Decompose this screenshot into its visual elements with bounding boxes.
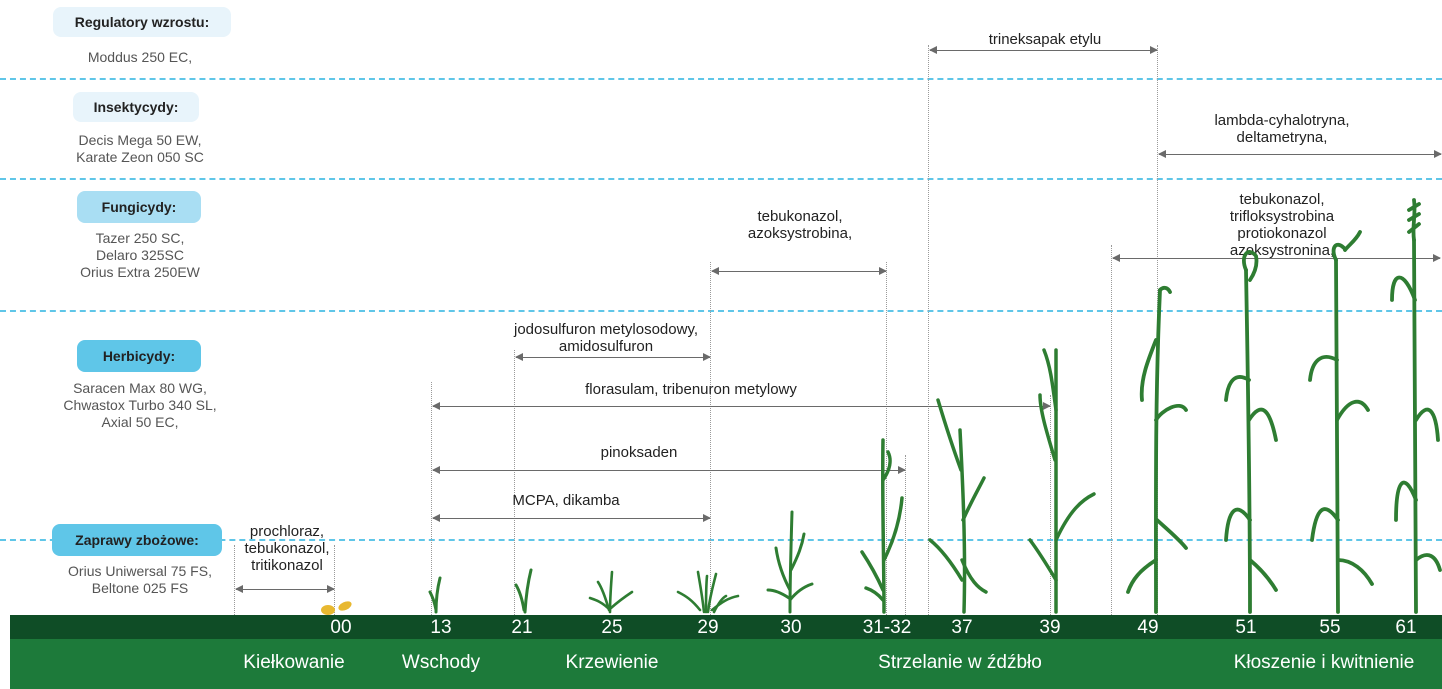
arrow-fung-early: [711, 267, 887, 275]
stage-marker-49a: [1111, 245, 1112, 615]
phase-bar: [10, 639, 1442, 689]
wheat-growth-illustration: [321, 198, 1442, 615]
stage-code-39: 39: [1039, 617, 1061, 638]
stage-code-21: 21: [511, 617, 533, 638]
phase-kielkowanie: Kiełkowanie: [243, 652, 345, 673]
badge-growth-regulators-label: Regulatory wzrostu:: [74, 14, 210, 30]
plant-51-icon: [1224, 250, 1278, 614]
stage-code-bar: [10, 615, 1442, 639]
label-fung-early: tebukonazol, azoksystrobina,: [747, 208, 853, 242]
badge-insecticides: Insektycydy:: [73, 92, 199, 122]
stage-marker-3132-b: [905, 455, 906, 615]
stage-code-13: 13: [430, 617, 452, 638]
stage-code-30: 30: [780, 617, 802, 638]
seedling-13-icon: [428, 576, 442, 614]
products-fungicides: Tazer 250 SC, Delaro 325SC Orius Extra 2…: [80, 230, 200, 280]
stage-marker-13: [431, 382, 432, 615]
phase-kloszenie: Kłoszenie i kwitnienie: [1233, 652, 1415, 673]
stage-code-49: 49: [1137, 617, 1159, 638]
badge-herbicides: Herbicydy:: [77, 340, 201, 372]
separator-fungicides: [0, 310, 1442, 312]
label-lambda: lambda-cyhalotryna, deltametryna,: [1214, 112, 1350, 146]
arrow-pinoksaden: [432, 466, 906, 474]
stage-code-51: 51: [1235, 617, 1257, 638]
badge-growth-regulators: Regulatory wzrostu:: [53, 7, 231, 37]
stage-code-37: 37: [951, 617, 973, 638]
plant-37-icon: [928, 398, 988, 614]
phase-krzewienie: Krzewienie: [565, 652, 659, 673]
arrow-trineksapak: [929, 46, 1158, 54]
label-prochloraz: prochloraz, tebukonazol, tritikonazol: [244, 523, 330, 574]
stage-code-00: 00: [330, 617, 352, 638]
arrow-prochloraz: [235, 585, 335, 593]
arrow-jodo: [515, 353, 711, 361]
stage-marker-21: [514, 350, 515, 615]
badge-seed-treatments: Zaprawy zbożowe:: [52, 524, 222, 556]
plant-3132-icon: [860, 438, 904, 614]
label-mcpa: MCPA, dikamba: [512, 492, 620, 509]
plant-55-icon: [1308, 230, 1374, 614]
stage-code-55: 55: [1319, 617, 1341, 638]
plant-39-icon: [1028, 348, 1096, 614]
stage-code-3132: 31-32: [862, 617, 912, 638]
seed-00-icon: [321, 601, 352, 615]
stage-code-29: 29: [697, 617, 719, 638]
label-florasulam: florasulam, tribenuron metylowy: [585, 381, 797, 398]
stage-marker-0: [234, 545, 235, 615]
products-seed-treatments: Orius Uniwersal 75 FS, Beltone 025 FS: [68, 563, 212, 596]
badge-herbicides-label: Herbicydy:: [102, 348, 176, 364]
seedling-21-icon: [514, 568, 533, 614]
label-jodo: jodosulfuron metylosodowy, amidosulfuron: [514, 321, 698, 355]
phase-wschody: Wschody: [401, 652, 481, 673]
phase-strzelanie: Strzelanie w źdźbło: [878, 652, 1042, 673]
products-herbicides: Saracen Max 80 WG, Chwastox Turbo 340 SL…: [63, 380, 217, 430]
stage-marker-00: [334, 545, 335, 615]
badge-fungicides-label: Fungicydy:: [101, 199, 177, 215]
plant-61-icon: [1390, 198, 1442, 614]
products-insecticides: Decis Mega 50 EW, Karate Zeon 050 SC: [76, 132, 204, 165]
badge-fungicides: Fungicydy:: [77, 191, 201, 223]
plant-30-icon: [766, 510, 814, 614]
separator-regulators: [0, 78, 1442, 80]
separator-insecticides: [0, 178, 1442, 180]
stage-marker-39: [1050, 395, 1051, 615]
tillering-29-icon: [676, 570, 740, 614]
stage-marker-37: [928, 45, 929, 615]
arrow-mcpa: [432, 514, 711, 522]
stage-code-61: 61: [1395, 617, 1417, 638]
stage-code-25: 25: [601, 617, 623, 638]
products-growth-regulators: Moddus 250 EC,: [87, 49, 193, 65]
plant-49-icon: [1126, 285, 1188, 614]
label-pinoksaden: pinoksaden: [600, 444, 678, 461]
arrow-lambda: [1158, 150, 1442, 158]
label-trineksapak: trineksapak etylu: [988, 31, 1102, 48]
badge-seed-treatments-label: Zaprawy zbożowe:: [75, 532, 199, 548]
badge-insecticides-label: Insektycydy:: [93, 99, 179, 115]
arrow-fung-late: [1112, 254, 1441, 262]
stage-marker-29: [710, 262, 711, 615]
arrow-florasulam: [432, 402, 1051, 410]
tillering-25-icon: [588, 570, 634, 614]
separator-herbicides: [0, 539, 1442, 541]
stage-marker-3132-a: [886, 262, 887, 615]
